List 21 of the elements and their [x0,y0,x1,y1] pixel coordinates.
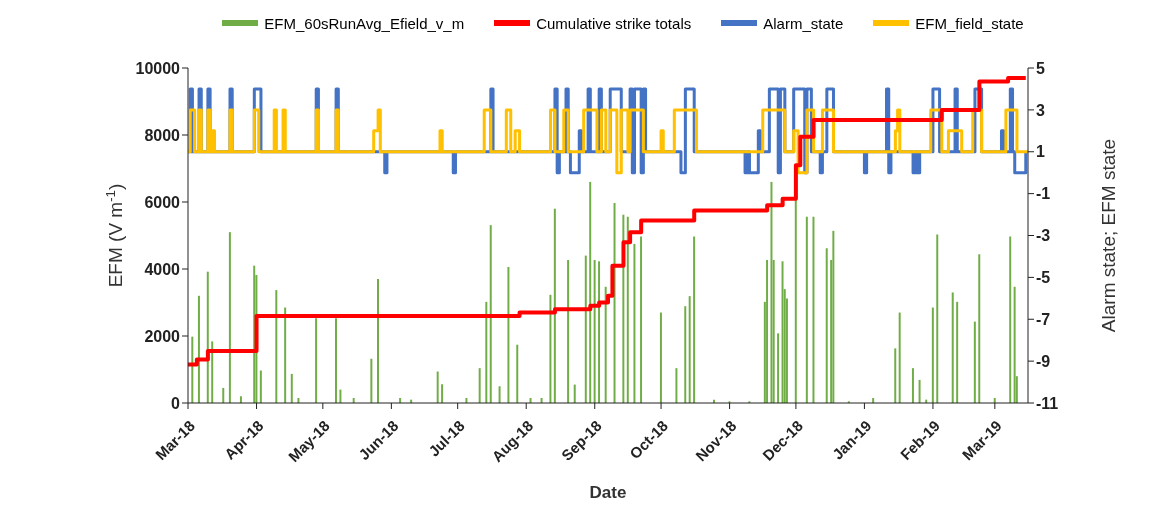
y-tick-label: 8000 [144,126,181,144]
y2-tick-label: -7 [1036,310,1051,328]
y2-tick-label: 1 [1036,143,1045,161]
legend-label: EFM_60sRunAvg_Efield_v_m [264,14,465,32]
y2-tick-label: -5 [1036,269,1051,287]
y-tick-label: 2000 [144,327,181,345]
x-axis-title: Date [589,483,627,502]
y2-tick-label: -11 [1036,394,1059,412]
y2-tick-label: -1 [1036,185,1051,203]
y2-tick-label: 3 [1036,101,1045,119]
y2-tick-label: -9 [1036,352,1051,370]
y2-axis-title: Alarm state; EFM state [1097,138,1119,333]
y2-tick-label: -3 [1036,227,1051,245]
y-tick-label: 0 [171,394,181,412]
legend-label: Cumulative strike totals [536,14,692,32]
y-tick-label: 10000 [135,59,181,77]
y-tick-label: 6000 [144,193,181,211]
y-tick-label: 4000 [144,260,181,278]
y2-tick-label: 5 [1036,59,1045,77]
legend-label: Alarm_state [763,14,844,32]
legend-label: EFM_field_state [915,14,1024,32]
